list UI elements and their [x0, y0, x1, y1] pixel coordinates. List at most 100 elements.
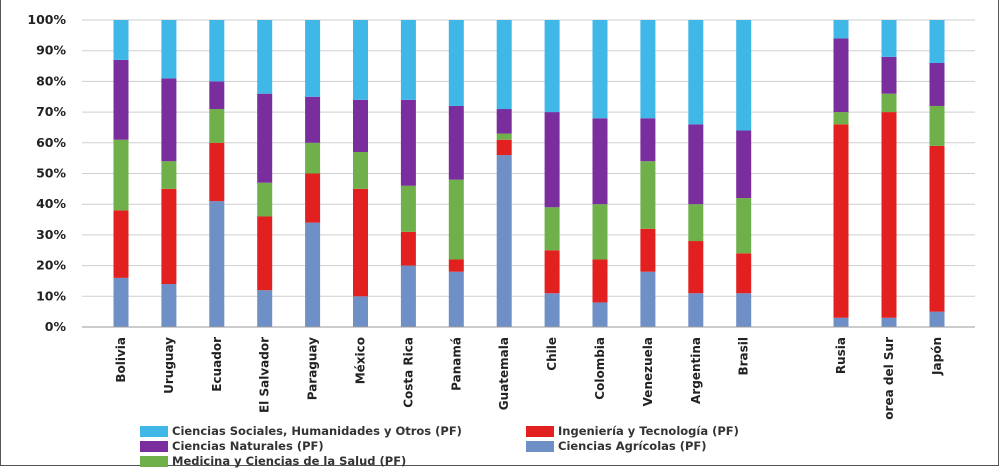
- bar-segment: [209, 142, 225, 202]
- bar-segment: [353, 99, 368, 153]
- bar-segment: [496, 155, 512, 327]
- y-tick-label: 50%: [36, 166, 66, 181]
- y-tick-label: 40%: [36, 196, 66, 211]
- bar-segment: [544, 250, 560, 294]
- x-tick-label: Colombia: [593, 337, 607, 400]
- bar-segment: [257, 182, 273, 217]
- x-tick-label: Uruguay: [162, 337, 176, 394]
- bar-segment: [353, 188, 368, 297]
- bar-segment: [400, 20, 416, 100]
- x-tick-label: Brasil: [737, 337, 751, 376]
- x-tick-label: El Salvador: [258, 337, 272, 413]
- bar-segment: [688, 20, 704, 125]
- y-axis: 0% 10% 20% 30% 40% 50% 60% 70% 80% 90% 100%: [27, 12, 66, 334]
- legend-item-ingenieria: Ingeniería y Tecnología (PF): [526, 424, 739, 438]
- bar-segment: [305, 173, 321, 223]
- x-tick-label: Bolivia: [114, 337, 128, 383]
- legend-label-agricolas: Ciencias Agrícolas (PF): [558, 439, 707, 453]
- bar-segment: [305, 96, 321, 143]
- y-tick-label: 10%: [36, 288, 66, 303]
- bar-segment: [833, 20, 849, 39]
- x-tick-label: Rusia: [834, 337, 848, 374]
- bar-segment: [881, 112, 897, 318]
- bar-segment: [640, 20, 656, 119]
- bar-segment: [544, 293, 560, 327]
- bar-segment: [640, 228, 656, 272]
- x-tick-label: Japón: [930, 337, 944, 376]
- y-tick-label: 30%: [36, 227, 66, 242]
- bar-segment: [929, 311, 945, 327]
- bar-segment: [833, 317, 849, 327]
- legend-swatch-agricolas: [526, 440, 554, 452]
- bar-segment: [592, 118, 608, 205]
- legend-label-ingenieria: Ingeniería y Tecnología (PF): [558, 424, 739, 438]
- legend-swatch-naturales: [140, 440, 168, 452]
- bar-segment: [592, 20, 608, 119]
- x-tick-label: Guatemala: [497, 337, 511, 410]
- bar-segment: [448, 271, 464, 327]
- y-tick-label: 60%: [36, 135, 66, 150]
- y-tick-label: 0%: [45, 319, 67, 334]
- bar-segment: [640, 271, 656, 327]
- bar-segment: [592, 204, 608, 260]
- x-axis: Bolivia Uruguay Ecuador El Salvador Paraguay…: [82, 326, 975, 420]
- legend-label-social: Ciencias Sociales, Humanidades y Otros (…: [172, 424, 462, 438]
- bar-segment: [209, 109, 225, 143]
- bar-segment: [544, 20, 560, 113]
- bar-segment: [688, 241, 704, 294]
- bar-segment: [736, 253, 752, 294]
- bar-segment: [400, 231, 416, 266]
- bar-segment: [209, 81, 225, 110]
- bar-segment: [353, 296, 368, 327]
- bar-segment: [353, 152, 368, 189]
- bar-segment: [544, 112, 560, 208]
- x-tick-label: Corea del Sur: [882, 337, 896, 420]
- y-tick-label: 20%: [36, 258, 66, 273]
- y-tick-label: 90%: [36, 43, 66, 58]
- bar-segment: [113, 277, 129, 327]
- bar-segment: [113, 20, 129, 60]
- bar-segment: [736, 20, 752, 131]
- legend-label-naturales: Ciencias Naturales (PF): [172, 439, 324, 453]
- bar-segment: [161, 284, 177, 327]
- x-tick-label: Panamá: [449, 337, 463, 391]
- y-tick-label: 100%: [27, 12, 66, 27]
- bar-segment: [161, 20, 177, 79]
- bar-segment: [496, 20, 512, 110]
- x-tick-label: México: [354, 337, 368, 384]
- bar-segment: [161, 78, 177, 162]
- bar-segment: [496, 109, 512, 134]
- x-tick-label: Costa Rica: [401, 337, 415, 408]
- bar-segment: [448, 105, 464, 180]
- bar-segment: [833, 112, 849, 125]
- bar-segment: [592, 302, 608, 327]
- bar-segment: [209, 20, 225, 82]
- legend-swatch-medicina: [140, 455, 168, 467]
- bar-segment: [833, 124, 849, 318]
- legend-item-social: Ciencias Sociales, Humanidades y Otros (…: [140, 424, 462, 438]
- bar-segment: [544, 207, 560, 251]
- stacked-bar-chart: 0% 10% 20% 30% 40% 50% 60% 70% 80% 90% 100% Bolivi…: [27, 12, 975, 420]
- bar-segment: [305, 222, 321, 327]
- bar-segment: [929, 145, 945, 312]
- bar-segment: [257, 20, 273, 94]
- bar-segment: [448, 20, 464, 106]
- bar-segment: [640, 118, 656, 162]
- bar-segment: [833, 38, 849, 113]
- bar-segment: [113, 139, 129, 211]
- bar-segment: [496, 139, 512, 156]
- legend-item-naturales: Ciencias Naturales (PF): [140, 439, 324, 453]
- bar-segment: [400, 265, 416, 327]
- x-tick-label: Chile: [545, 337, 559, 371]
- bar-segment: [881, 93, 897, 113]
- legend-item-medicina: Medicina y Ciencias de la Salud (PF): [140, 454, 406, 468]
- x-tick-label: Argentina: [689, 337, 703, 404]
- bar-segment: [881, 56, 897, 94]
- legend: Ciencias Sociales, Humanidades y Otros (…: [140, 422, 940, 468]
- bar-segment: [640, 161, 656, 229]
- bar-segment: [736, 293, 752, 327]
- bar-segment: [881, 20, 897, 57]
- bar-segment: [688, 204, 704, 242]
- x-tick-label: Paraguay: [306, 337, 320, 400]
